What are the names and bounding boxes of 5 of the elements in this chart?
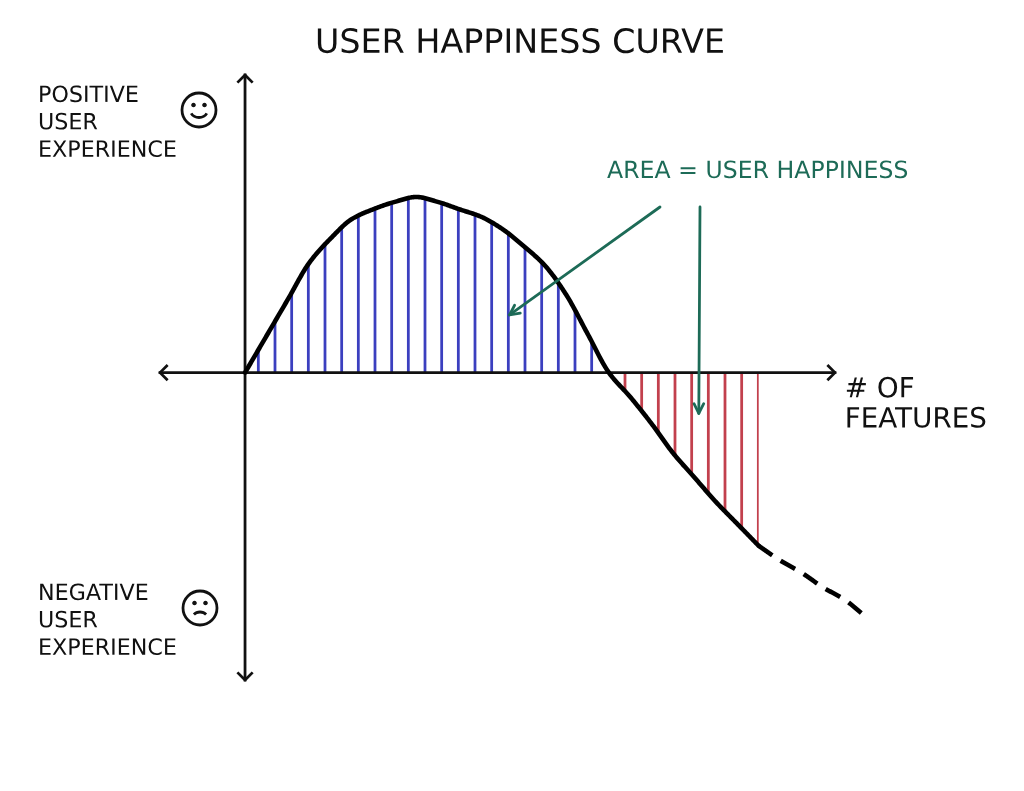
chart-title: USER HAPPINESS CURVE xyxy=(317,28,723,54)
text: AREA = USER HAPPINESS xyxy=(607,160,908,179)
text: POSITIVE USER EXPERIENCE xyxy=(39,85,176,158)
x-axis-title: # OF FEATURES xyxy=(846,376,986,428)
text: NEGATIVE USER EXPERIENCE xyxy=(39,583,176,656)
